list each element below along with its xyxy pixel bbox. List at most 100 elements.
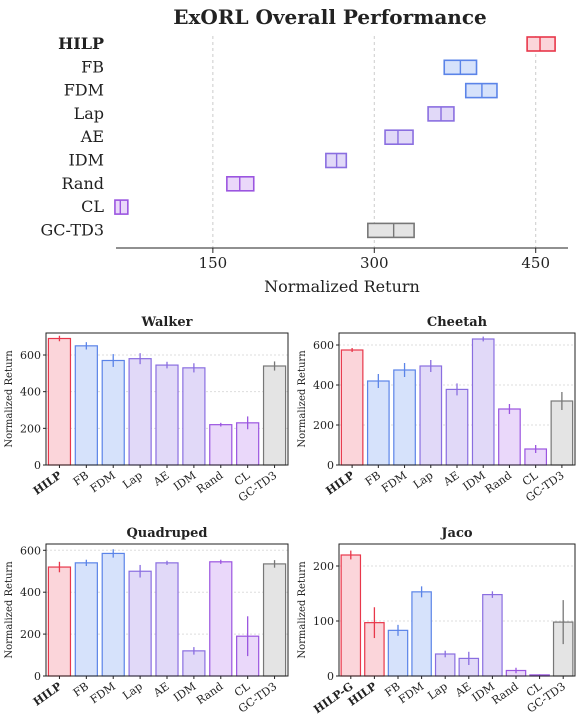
bar	[393, 369, 416, 466]
box-mark	[526, 36, 556, 52]
x-tick-label: HILP	[31, 680, 64, 709]
box-marks	[114, 36, 556, 239]
y-tick-label: 600	[20, 349, 41, 362]
box-mark	[384, 129, 414, 145]
x-tick-label: FDM	[379, 469, 409, 496]
y-axis-label: Normalized Return	[4, 350, 15, 448]
x-tick-label: 450	[521, 254, 550, 272]
x-tick-label: FDM	[88, 469, 118, 496]
x-tick-labels: 150 300 450	[199, 248, 550, 272]
chart-title: Quadruped	[126, 526, 207, 541]
bar	[101, 359, 125, 466]
y-tick-label: 0	[327, 670, 334, 683]
x-tick-label: Lap	[120, 680, 145, 703]
bar	[74, 345, 98, 466]
x-tick-label: Lap	[425, 680, 450, 703]
bar	[366, 380, 390, 466]
y-tick-label: Lap	[74, 104, 104, 123]
y-tick-label: CL	[81, 197, 104, 216]
plot-frame	[338, 332, 576, 466]
bar	[209, 561, 233, 677]
y-tick-labels: HILP FB FDM Lap AE IDM Rand CL GC-TD3	[40, 34, 104, 239]
bar	[74, 562, 98, 677]
y-tick-label: 200	[20, 628, 41, 641]
x-tick-label: FDM	[396, 680, 426, 707]
x-tick-label: AE	[150, 680, 171, 700]
y-tick-label: 100	[313, 615, 334, 628]
x-tick-label: HILP	[31, 469, 64, 498]
chart-title: Jaco	[440, 526, 472, 541]
plot-frame	[45, 332, 289, 466]
chart-title: Cheetah	[427, 315, 488, 330]
bar	[155, 562, 179, 677]
bar	[340, 554, 362, 677]
y-tick-label: GC-TD3	[40, 220, 104, 239]
bar	[498, 408, 521, 466]
x-tick-label: Lap	[120, 469, 145, 492]
bar	[419, 365, 443, 466]
bar	[340, 349, 364, 466]
bar	[182, 367, 206, 466]
bar	[47, 566, 72, 677]
y-tick-label: 0	[34, 670, 41, 683]
y-tick-label: 400	[20, 586, 41, 599]
y-tick-label: 200	[313, 560, 334, 573]
x-tick-label: Rand	[483, 469, 514, 496]
y-tick-label: IDM	[68, 151, 104, 170]
x-tick-label: Rand	[194, 680, 225, 707]
box-mark	[367, 222, 415, 239]
bar	[471, 338, 495, 466]
y-tick-label: FB	[81, 57, 104, 76]
bar	[411, 591, 432, 677]
x-tick-label: IDM	[171, 469, 198, 494]
bar	[482, 593, 503, 677]
bar	[47, 337, 72, 466]
bar	[155, 364, 179, 466]
overall-performance-chart: ExORL Overall Performance HILP FB FDM Lap AE…	[40, 5, 568, 296]
bar	[262, 365, 287, 466]
plot-frame	[338, 543, 576, 677]
x-tick-label: Rand	[194, 469, 225, 496]
x-tick-label: IDM	[171, 680, 198, 705]
y-tick-label: 200	[313, 419, 334, 432]
y-axis-label: Normalized Return	[297, 350, 308, 448]
chart-title: Walker	[141, 315, 193, 330]
y-tick-label: 400	[20, 386, 41, 399]
bar	[387, 629, 409, 677]
bar	[262, 563, 287, 677]
y-tick-label: AE	[80, 127, 104, 146]
x-tick-label: HILP	[324, 469, 357, 498]
x-tick-label: Rand	[489, 680, 520, 707]
y-axis-label: Normalized Return	[4, 561, 15, 659]
y-tick-label: 0	[327, 459, 334, 472]
chart-title: ExORL Overall Performance	[173, 5, 486, 29]
y-tick-label: FDM	[64, 81, 104, 100]
x-tick-label: AE	[440, 469, 461, 489]
y-tick-label: 0	[34, 459, 41, 472]
x-tick-label: AE	[150, 469, 171, 489]
x-tick-label: FDM	[88, 680, 118, 707]
bar	[101, 552, 125, 677]
y-tick-label: HILP	[58, 34, 104, 53]
y-tick-label: 600	[20, 544, 41, 557]
x-tick-label: Lap	[411, 469, 436, 492]
x-tick-label: 150	[199, 254, 228, 272]
box-mark	[114, 199, 129, 215]
bar	[550, 400, 574, 466]
x-tick-label: AE	[452, 680, 473, 700]
plot-frame	[45, 543, 289, 677]
y-tick-label: 200	[20, 422, 41, 435]
bar	[209, 424, 233, 466]
y-tick-label: 400	[313, 379, 334, 392]
x-tick-label: 300	[360, 254, 389, 272]
bar	[128, 570, 152, 677]
y-tick-label: Rand	[62, 174, 105, 193]
x-tick-label: IDM	[460, 469, 487, 494]
grid	[212, 36, 537, 248]
bar	[128, 358, 152, 466]
